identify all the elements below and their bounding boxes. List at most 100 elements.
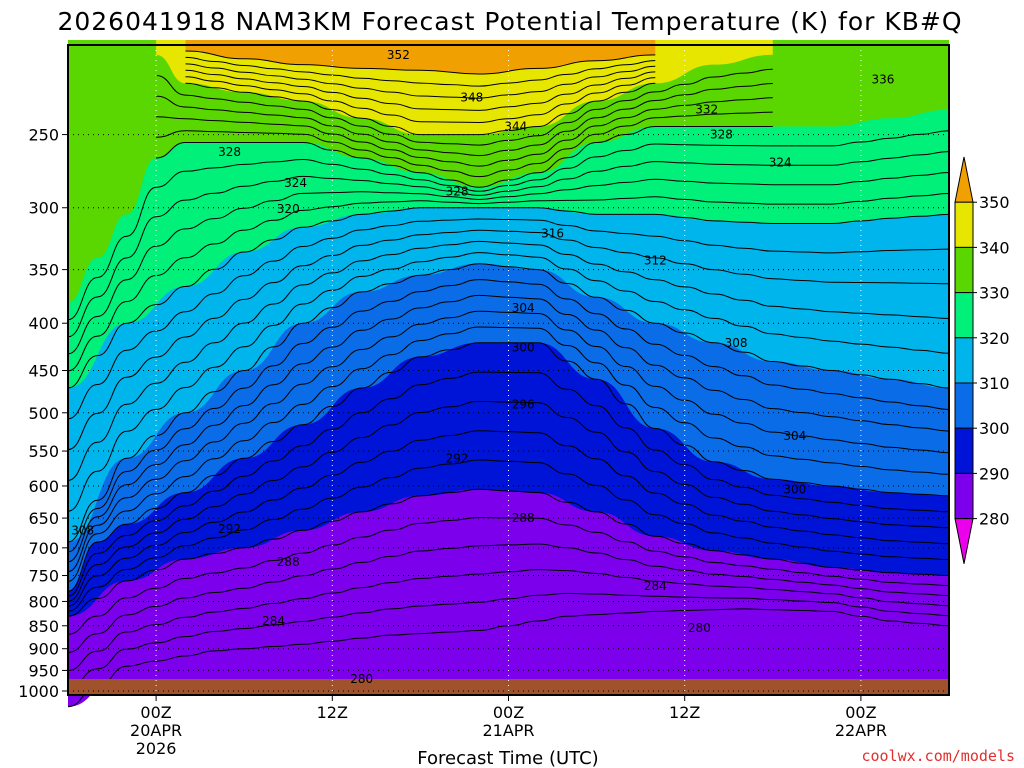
y-tick-label-400: 400 (28, 314, 59, 333)
contour-line-330 (156, 126, 773, 188)
x-tick-label-30-0: 00Z (493, 703, 524, 722)
x-tick-label-18-0: 12Z (317, 703, 348, 722)
credit-text: coolwx.com/models (861, 747, 1015, 765)
contour-line-342 (185, 76, 656, 124)
contour-label-344-2: 344 (504, 119, 527, 133)
plot-area: 352 348 344 336 332 328 328 324 324 328 320 316 312 3… (67, 40, 950, 708)
colorbar-segment-330 (954, 246, 974, 294)
chart-title: 2026041918 NAM3KM Forecast Potential Tem… (57, 7, 962, 36)
y-tick-label-250: 250 (28, 126, 59, 145)
contour-line-296 (67, 400, 950, 602)
contour-line-312 (67, 252, 950, 512)
colorbar-label-320: 320 (979, 329, 1010, 348)
contour-line-326 (67, 151, 950, 338)
contour-line-316 (67, 229, 950, 451)
contour-line-322 (67, 193, 950, 372)
contour-label-324-7: 324 (284, 176, 307, 190)
colorbar-segment-310 (954, 337, 974, 384)
y-tick-label-900: 900 (28, 640, 59, 659)
contour-label-332-4: 332 (695, 103, 718, 117)
y-tick-label-350: 350 (28, 261, 59, 280)
x-axis-label: Forecast Time (UTC) (417, 748, 598, 768)
contour-line-344 (185, 69, 656, 111)
contour-label-308-21: 308 (71, 523, 94, 537)
colorbar-label-350: 350 (979, 193, 1010, 212)
y-tick-label-450: 450 (28, 361, 59, 380)
contour-label-336-3: 336 (871, 73, 894, 87)
x-tick-label-30-1: 21APR (482, 721, 534, 740)
grid-lines (68, 45, 949, 695)
contour-label-304-17: 304 (783, 429, 806, 443)
contour-label-304-13: 304 (512, 301, 535, 315)
x-tick-label-6-1: 20APR (130, 721, 182, 740)
contour-line-310 (67, 263, 950, 543)
colorbar-label-280: 280 (979, 510, 1010, 529)
contour-labels: 352 348 344 336 332 328 328 324 324 328 320 316 312 3… (71, 48, 894, 686)
contour-line-298 (67, 371, 950, 597)
contour-label-284-24: 284 (644, 579, 667, 593)
y-tick-label-650: 650 (28, 509, 59, 528)
y-tick-label-500: 500 (28, 404, 59, 423)
contour-label-324-8: 324 (769, 155, 792, 169)
contour-label-284-25: 284 (262, 614, 285, 628)
contour-line-334 (156, 97, 773, 167)
colorbar-segment-290 (954, 427, 974, 474)
x-tick-label-54-0: 00Z (845, 703, 876, 722)
contour-label-312-12: 312 (644, 253, 667, 267)
colorbar-segment-340 (954, 201, 974, 248)
contour-line-338 (156, 68, 773, 146)
contour-line-336 (156, 83, 773, 157)
contour-line-346 (185, 63, 656, 99)
contour-label-308-15: 308 (725, 336, 748, 350)
contour-label-288-20: 288 (512, 511, 535, 525)
y-tick-label-1000: 1000 (18, 682, 59, 701)
contour-line-292 (67, 459, 950, 612)
contour-line-308 (67, 279, 950, 553)
contour-line-304 (67, 310, 950, 573)
contour-label-320-10: 320 (277, 202, 300, 216)
contour-line-328 (67, 130, 950, 321)
contour-line-302 (67, 326, 950, 582)
colorbar-segment-280 (954, 472, 974, 520)
y-axis: 250 300 350 400 450 500 550 600 650 700 750 800 850 9… (18, 126, 68, 701)
colorbar-cap-bottom (954, 518, 974, 564)
contour-label-288-23: 288 (277, 555, 300, 569)
contour-line-332 (156, 111, 773, 178)
contour-line-300 (67, 342, 950, 592)
contour-label-300-14: 300 (512, 341, 535, 355)
contour-line-348 (185, 56, 656, 87)
contour-label-328-6: 328 (218, 145, 241, 159)
contour-label-316-11: 316 (541, 227, 564, 241)
colorbar-label-290: 290 (979, 464, 1010, 483)
contour-fills (68, 40, 949, 707)
colorbar-segment-320 (954, 292, 974, 339)
contour-line-306 (67, 294, 950, 563)
contour-label-280-26: 280 (688, 621, 711, 635)
colorbar-label-340: 340 (979, 238, 1010, 257)
x-tick-label-6-0: 00Z (140, 703, 171, 722)
contour-line-340 (185, 82, 656, 136)
contour-line-314 (67, 240, 950, 481)
contour-line-286 (67, 543, 950, 653)
contour-line-318 (67, 218, 950, 420)
y-tick-label-950: 950 (28, 661, 59, 680)
x-tick-label-42-0: 12Z (669, 703, 700, 722)
contour-label-292-18: 292 (446, 451, 469, 465)
contour-label-280-27: 280 (350, 672, 373, 686)
contour-line-324 (67, 172, 950, 355)
ground-surface (68, 679, 949, 695)
y-tick-label-800: 800 (28, 592, 59, 611)
contour-label-296-16: 296 (512, 398, 535, 412)
fill-band-350 (185, 40, 656, 74)
y-tick-label-700: 700 (28, 539, 59, 558)
contour-label-328-9: 328 (446, 184, 469, 198)
contour-lines (67, 50, 950, 708)
contour-line-350 (185, 50, 656, 75)
contour-label-352-0: 352 (387, 48, 410, 62)
y-tick-label-750: 750 (28, 567, 59, 586)
colorbar-segment-300 (954, 382, 974, 429)
y-tick-label-850: 850 (28, 617, 59, 636)
colorbar-label-310: 310 (979, 374, 1010, 393)
colorbar-label-330: 330 (979, 284, 1010, 303)
